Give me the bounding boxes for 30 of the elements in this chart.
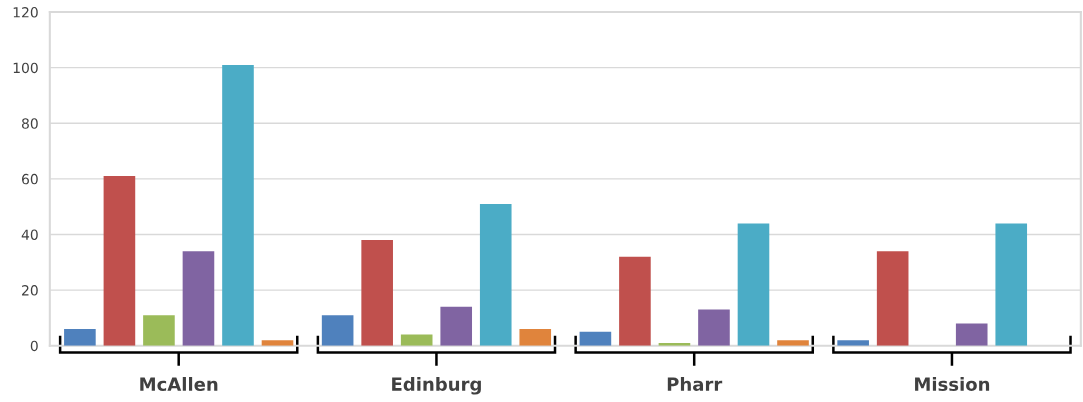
x-tick-label: Edinburg (392, 376, 481, 395)
bar (777, 340, 809, 346)
bar (182, 251, 215, 346)
x-tick-label: McAllen (140, 377, 218, 391)
bar (143, 315, 175, 346)
bar (955, 323, 988, 346)
y-tick-label: 80 (21, 118, 38, 129)
y-tick-label: 40 (21, 229, 38, 240)
bar (64, 329, 96, 346)
bar (876, 251, 909, 346)
x-tick-label: Mission (915, 377, 990, 391)
bar (737, 223, 770, 346)
bar (579, 331, 612, 346)
y-tick-label: 0 (30, 340, 38, 352)
bar (519, 329, 552, 346)
bar (103, 176, 136, 346)
bar (619, 256, 651, 346)
bar (698, 309, 730, 346)
x-tick-label: Pharr (667, 377, 723, 391)
y-tick-label: 20 (22, 285, 38, 296)
bar (321, 315, 354, 346)
y-tick-label: 60 (22, 173, 38, 185)
y-tick-label: 120 (13, 7, 38, 18)
bar (995, 223, 1028, 346)
bar (440, 306, 473, 346)
bar (837, 340, 869, 346)
bar (479, 203, 512, 346)
bar (222, 64, 254, 346)
bar (361, 240, 393, 346)
y-tick-label: 100 (13, 62, 38, 74)
